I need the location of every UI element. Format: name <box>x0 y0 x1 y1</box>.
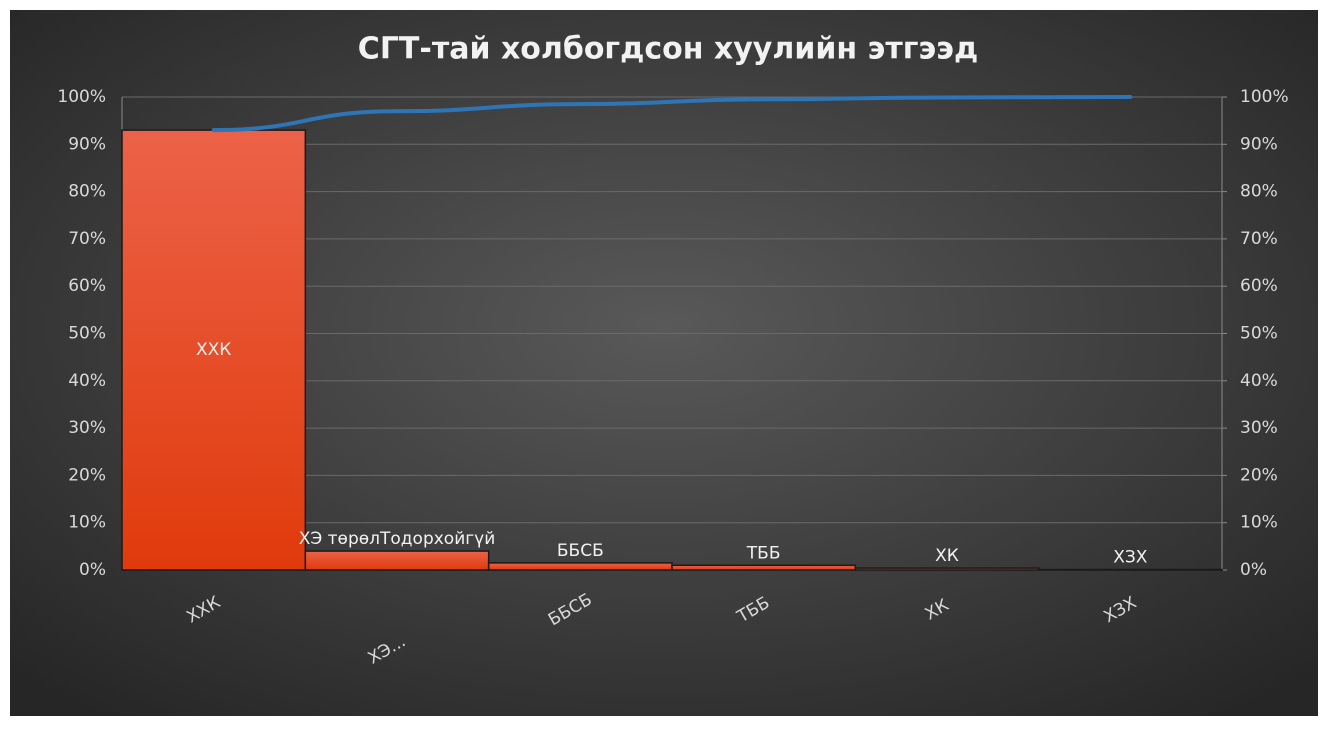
data-label: ХК <box>935 546 959 566</box>
bar <box>487 562 673 571</box>
bar <box>854 567 1040 571</box>
bar <box>671 564 857 571</box>
y2-tick-label: 100% <box>1240 87 1289 107</box>
y2-tick-label: 20% <box>1240 465 1278 485</box>
y-tick-label: 0% <box>79 560 106 580</box>
y-tick-label: 40% <box>68 371 106 391</box>
y-tick-label: 80% <box>68 182 106 202</box>
y-tick-label: 100% <box>57 87 106 107</box>
y2-tick-label: 10% <box>1240 513 1278 533</box>
y-tick-label: 90% <box>68 134 106 154</box>
y2-tick-label: 90% <box>1240 134 1278 154</box>
y2-tick-label: 70% <box>1240 229 1278 249</box>
y2-tick-label: 50% <box>1240 324 1278 344</box>
pareto-line <box>211 95 1133 133</box>
y-tick-label: 60% <box>68 276 106 296</box>
y-tick-label: 50% <box>68 324 106 344</box>
data-label: ХЗХ <box>1113 548 1148 568</box>
bar <box>304 550 490 571</box>
y-tick-label: 20% <box>68 465 106 485</box>
data-label: ББСБ <box>557 541 604 561</box>
data-label: ХХК <box>196 340 231 360</box>
data-label: ТББ <box>746 543 781 563</box>
y2-tick-label: 80% <box>1240 182 1278 202</box>
bar <box>121 129 307 571</box>
y2-tick-label: 30% <box>1240 418 1278 438</box>
y2-tick-label: 0% <box>1240 560 1267 580</box>
y-tick-label: 30% <box>68 418 106 438</box>
y2-tick-label: 60% <box>1240 276 1278 296</box>
data-label: ХЭ төрөлТодорхойгүй <box>299 529 496 549</box>
y2-tick-label: 40% <box>1240 371 1278 391</box>
y-tick-label: 70% <box>68 229 106 249</box>
y-tick-label: 10% <box>68 513 106 533</box>
chart-title: СГТ-тай холбогдсон хуулийн этгээд <box>358 32 978 67</box>
